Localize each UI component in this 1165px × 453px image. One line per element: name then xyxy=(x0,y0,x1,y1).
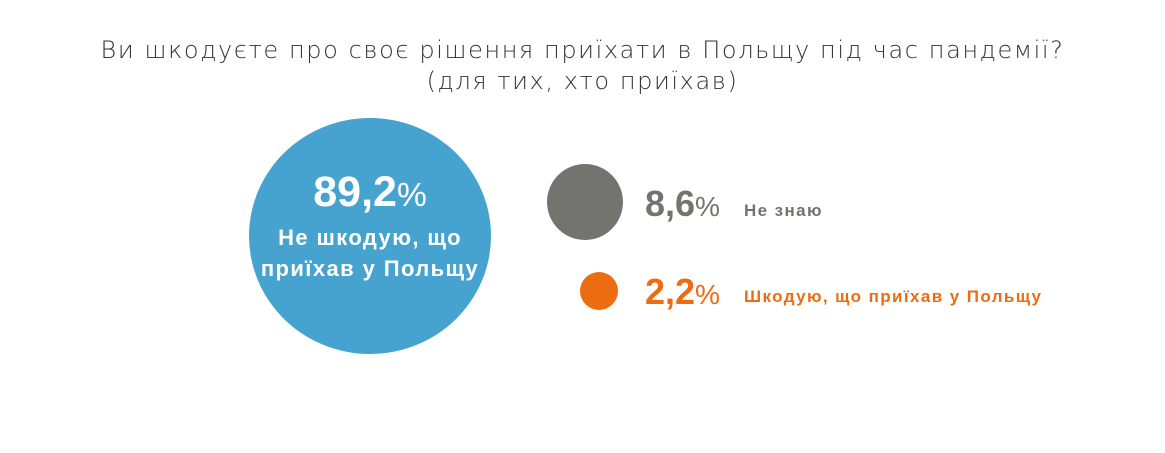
percent-sign: % xyxy=(396,177,427,214)
category-label-regret: Шкодую, що приїхав у Польщу xyxy=(744,287,1043,306)
chart-title: Ви шкодуєте про своє рішення приїхати в … xyxy=(100,36,1065,64)
value-label-not-regret: 89,2% xyxy=(249,168,491,220)
percent-sign: % xyxy=(695,279,721,310)
value-number: 8,6 xyxy=(645,183,696,224)
value-number: 2,2 xyxy=(645,271,696,312)
category-label-not-regret: Не шкодую, що приїхав у Польщу xyxy=(260,225,480,281)
category-label-dont-know: Не знаю xyxy=(744,201,823,220)
value-number: 89,2 xyxy=(313,168,397,216)
bubble-not-regret xyxy=(249,118,491,354)
bubble-regret xyxy=(580,272,618,310)
value-label-regret: 2,2% xyxy=(645,272,720,315)
percent-sign: % xyxy=(695,191,721,222)
value-label-dont-know: 8,6% xyxy=(645,184,720,227)
bubble-dont-know xyxy=(547,164,623,240)
chart-subtitle: (для тих, хто приїхав) xyxy=(426,67,739,95)
